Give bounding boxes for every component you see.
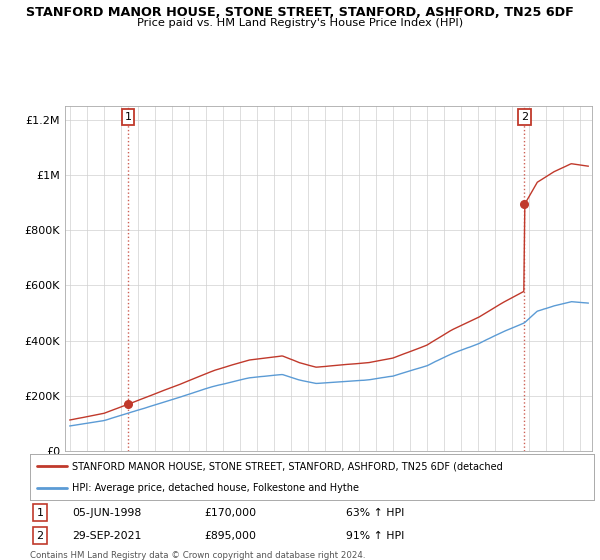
Text: STANFORD MANOR HOUSE, STONE STREET, STANFORD, ASHFORD, TN25 6DF: STANFORD MANOR HOUSE, STONE STREET, STAN… — [26, 6, 574, 18]
Text: 63% ↑ HPI: 63% ↑ HPI — [346, 507, 404, 517]
Text: £895,000: £895,000 — [205, 531, 257, 541]
Text: 1: 1 — [124, 112, 131, 122]
Text: 29-SEP-2021: 29-SEP-2021 — [73, 531, 142, 541]
Text: Price paid vs. HM Land Registry's House Price Index (HPI): Price paid vs. HM Land Registry's House … — [137, 18, 463, 28]
Text: 2: 2 — [521, 112, 528, 122]
Text: £170,000: £170,000 — [205, 507, 257, 517]
Text: 05-JUN-1998: 05-JUN-1998 — [73, 507, 142, 517]
Text: HPI: Average price, detached house, Folkestone and Hythe: HPI: Average price, detached house, Folk… — [73, 483, 359, 493]
Text: 1: 1 — [37, 507, 44, 517]
Text: 91% ↑ HPI: 91% ↑ HPI — [346, 531, 404, 541]
Text: 2: 2 — [37, 531, 44, 541]
Text: STANFORD MANOR HOUSE, STONE STREET, STANFORD, ASHFORD, TN25 6DF (detached: STANFORD MANOR HOUSE, STONE STREET, STAN… — [73, 461, 503, 472]
Text: Contains HM Land Registry data © Crown copyright and database right 2024.
This d: Contains HM Land Registry data © Crown c… — [30, 551, 365, 560]
